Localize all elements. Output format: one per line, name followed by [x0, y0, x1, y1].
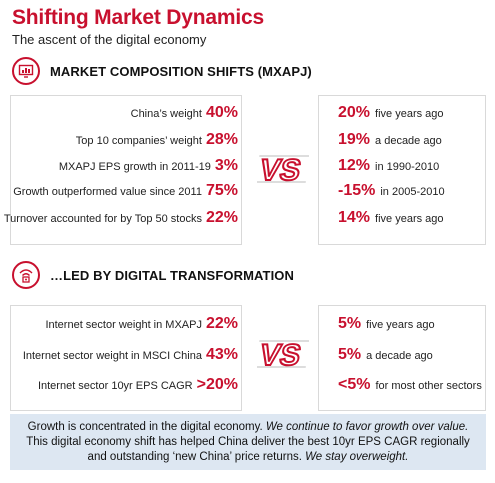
- stat-row-left: Top 10 companies’ weight 28%: [76, 131, 238, 149]
- stat-label: five years ago: [366, 319, 435, 331]
- stat-label: Internet sector weight in MSCI China: [22, 350, 202, 362]
- stat-value: 12%: [338, 157, 371, 174]
- stat-label: MXAPJ EPS growth in 2011-19: [58, 161, 211, 173]
- stat-row-right: 5% five years ago: [338, 315, 435, 333]
- stat-row-left: Internet sector weight in MSCI China 43%: [23, 346, 238, 364]
- stat-label: Internet sector 10yr EPS CAGR: [37, 380, 193, 392]
- stat-row-right: 12% in 1990-2010: [338, 157, 439, 175]
- summary-text: This digital economy shift has helped Ch…: [26, 436, 470, 463]
- stat-label: Turnover accounted for by Top 50 stocks: [3, 213, 202, 225]
- historical-stats-box: [318, 95, 486, 245]
- stat-value: >20%: [196, 376, 238, 393]
- section-header-digital-transformation: …LED BY DIGITAL TRANSFORMATION: [12, 261, 294, 289]
- stat-label: Growth outperformed value since 2011: [13, 186, 202, 198]
- stat-label: a decade ago: [366, 350, 433, 362]
- stat-value: 43%: [205, 346, 238, 363]
- stat-row-right: 14% five years ago: [338, 209, 444, 227]
- section-label: …LED BY DIGITAL TRANSFORMATION: [50, 267, 294, 283]
- summary-emphasis: We continue to favor growth over value.: [265, 421, 469, 433]
- page-subtitle: The ascent of the digital economy: [12, 32, 207, 47]
- section-header-market-composition: MARKET COMPOSITION SHIFTS (MXAPJ): [12, 57, 312, 85]
- current-stats-box: [10, 305, 242, 411]
- page-title: Shifting Market Dynamics: [12, 6, 264, 29]
- stat-value: 19%: [338, 131, 371, 148]
- stat-value: -15%: [338, 182, 376, 199]
- stat-label: a decade ago: [375, 135, 442, 147]
- wifi-device-icon: [12, 261, 40, 289]
- vs-text: VS: [257, 154, 304, 187]
- stat-value: 75%: [205, 182, 238, 199]
- current-stats-box: [10, 95, 242, 245]
- stat-row-right: <5% for most other sectors: [338, 376, 482, 394]
- stat-row-left: Growth outperformed value since 2011 75%: [13, 182, 238, 200]
- vs-badge: VS: [249, 333, 316, 373]
- stat-row-right: 20% five years ago: [338, 104, 444, 122]
- stat-label: in 1990-2010: [375, 161, 440, 173]
- stat-row-left: Internet sector weight in MXAPJ 22%: [45, 315, 238, 333]
- vs-text: VS: [257, 339, 304, 372]
- summary-text: Growth is concentrated in the digital ec…: [27, 421, 266, 433]
- stat-label: in 2005-2010: [380, 186, 445, 198]
- section-label: MARKET COMPOSITION SHIFTS (MXAPJ): [50, 63, 312, 79]
- stat-label: Internet sector weight in MXAPJ: [45, 319, 202, 331]
- stat-value: 22%: [205, 315, 238, 332]
- stat-row-left: Turnover accounted for by Top 50 stocks …: [4, 209, 238, 227]
- stat-value: <5%: [338, 376, 371, 393]
- stat-label: five years ago: [375, 108, 444, 120]
- stat-label: for most other sectors: [375, 380, 482, 392]
- historical-stats-box: [318, 305, 486, 411]
- summary-banner: Growth is concentrated in the digital ec…: [10, 414, 486, 470]
- stat-value: 3%: [214, 157, 238, 174]
- stat-label: Top 10 companies’ weight: [75, 135, 202, 147]
- stat-value: 28%: [205, 131, 238, 148]
- stat-value: 5%: [338, 315, 362, 332]
- stat-row-right: -15% in 2005-2010: [338, 182, 445, 200]
- stat-value: 40%: [205, 104, 238, 121]
- stat-value: 14%: [338, 209, 371, 226]
- stat-row-right: 19% a decade ago: [338, 131, 442, 149]
- stat-label: five years ago: [375, 213, 444, 225]
- stat-value: 5%: [338, 346, 362, 363]
- stat-value: 20%: [338, 104, 371, 121]
- stat-row-left: MXAPJ EPS growth in 2011-19 3%: [59, 157, 238, 175]
- chart-monitor-icon: [12, 57, 40, 85]
- vs-badge: VS: [249, 148, 316, 188]
- stat-row-left: China’s weight 40%: [131, 104, 238, 122]
- stat-label: China’s weight: [130, 108, 202, 120]
- stat-row-right: 5% a decade ago: [338, 346, 433, 364]
- stat-value: 22%: [205, 209, 238, 226]
- summary-emphasis: We stay overweight.: [305, 451, 409, 463]
- stat-row-left: Internet sector 10yr EPS CAGR >20%: [38, 376, 238, 394]
